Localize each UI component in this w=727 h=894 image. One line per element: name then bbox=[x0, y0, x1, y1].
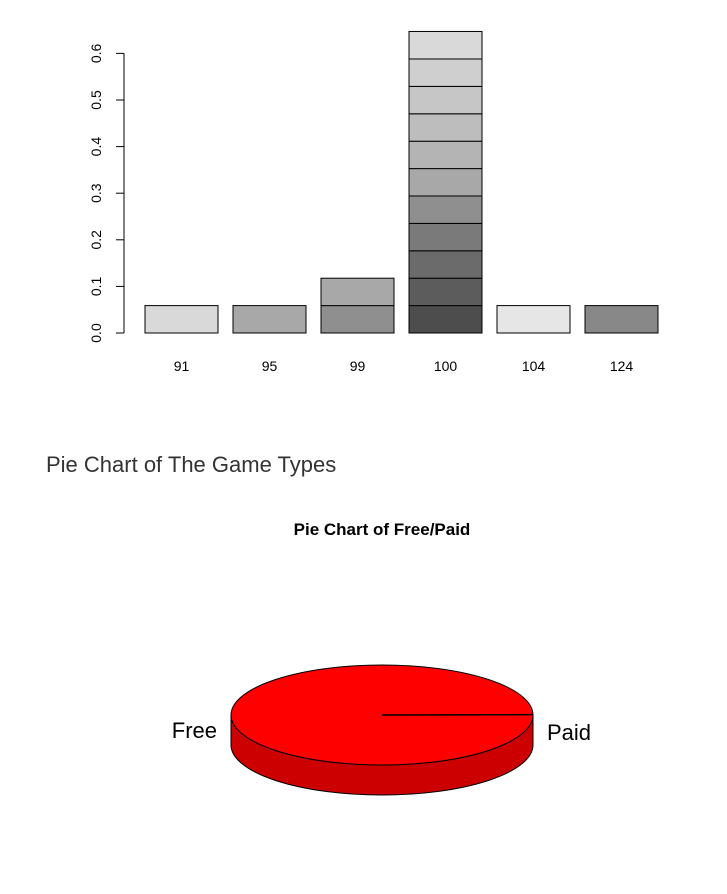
y-tick-label: 0.3 bbox=[88, 183, 104, 203]
section-heading: Pie Chart of The Game Types bbox=[46, 452, 337, 477]
x-tick-label: 100 bbox=[434, 358, 458, 374]
bar-segment bbox=[408, 277, 483, 307]
bar-segment bbox=[408, 113, 483, 142]
x-tick-label: 99 bbox=[350, 358, 366, 374]
bar-segment bbox=[232, 305, 307, 334]
bar-segment bbox=[408, 195, 483, 224]
bar-segment bbox=[408, 58, 483, 87]
bar-segment bbox=[320, 305, 395, 334]
bar-segment bbox=[496, 305, 571, 334]
pie-label-free: Free bbox=[172, 718, 217, 743]
x-tick-label: 124 bbox=[610, 358, 634, 374]
bar-segment bbox=[144, 305, 219, 334]
y-tick-label: 0.4 bbox=[88, 137, 104, 157]
y-tick-label: 0.2 bbox=[88, 230, 104, 250]
bar-segment bbox=[408, 250, 483, 279]
bar-segment bbox=[320, 277, 395, 307]
bar-segment bbox=[408, 140, 483, 170]
bar-segment bbox=[408, 168, 483, 197]
bar-segment bbox=[408, 30, 483, 60]
x-tick-label: 91 bbox=[174, 358, 190, 374]
pie-title: Pie Chart of Free/Paid bbox=[294, 520, 471, 539]
bar-segment bbox=[408, 222, 483, 252]
pie-label-paid: Paid bbox=[547, 720, 591, 745]
bar-segment bbox=[408, 85, 483, 115]
y-tick-label: 0.0 bbox=[88, 323, 104, 343]
x-tick-label: 95 bbox=[262, 358, 278, 374]
pie-chart: Pie Chart of Free/Paid Free Paid bbox=[172, 520, 591, 796]
y-tick-label: 0.1 bbox=[88, 276, 104, 296]
x-tick-label: 104 bbox=[522, 358, 546, 374]
y-tick-label: 0.5 bbox=[88, 90, 104, 110]
bar-segment bbox=[584, 305, 659, 334]
bar-chart: 0.0 0.1 0.2 0.3 0.4 0.5 0.6 91 95 99 100 104 124 bbox=[88, 30, 659, 374]
y-tick-label: 0.6 bbox=[88, 43, 104, 63]
bar-segment bbox=[408, 305, 483, 334]
